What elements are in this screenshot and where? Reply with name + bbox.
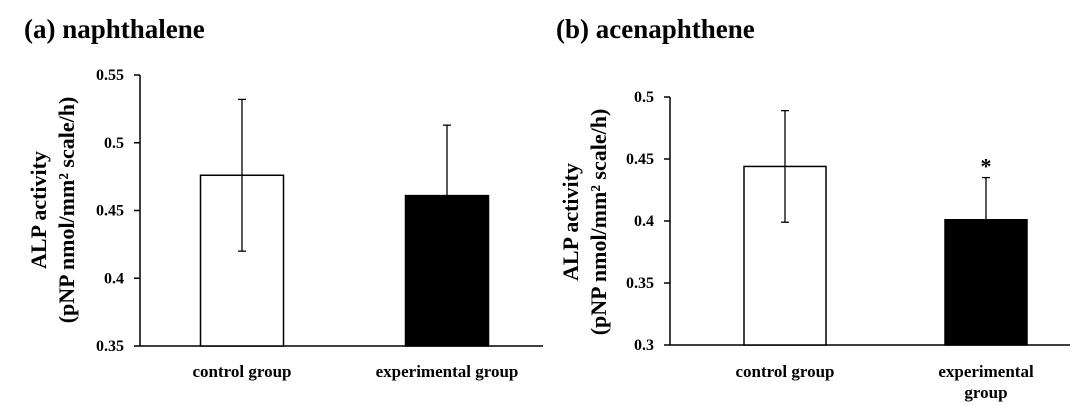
y-tick-label: 0.5 (104, 135, 124, 152)
y-tick-label: 0.45 (626, 151, 654, 168)
chart-plot: 0.35 0.4 0.45 0.5 0.55 control group experimen… (26, 67, 543, 381)
chart-panel-a: (a) naphthalene 0.35 0.4 0.45 0.5 0.55 contro… (24, 14, 543, 381)
y-tick-label: 0.45 (96, 203, 124, 220)
chart-title: (a) naphthalene (24, 14, 205, 44)
y-tick-label: 0.55 (96, 67, 124, 84)
y-tick-label: 0.4 (634, 213, 654, 230)
y-axis-title: ALP activity (pNP nmol/mm² scale/h) (26, 97, 79, 324)
y-axis-title: ALP activity (pNP nmol/mm² scale/h) (558, 109, 611, 336)
chart-panel-b: (b) acenaphthene 0.3 0.35 0.4 0.45 0.5 * contr… (545, 0, 1072, 405)
y-axis-title-line: ALP activity (558, 163, 583, 281)
significance-marker: * (981, 154, 992, 179)
y-tick-label: 0.35 (96, 338, 124, 355)
x-category-label: experimental group (376, 362, 519, 381)
y-tick-label: 0.5 (634, 89, 654, 106)
chart-plot: 0.3 0.35 0.4 0.45 0.5 * control group experimen… (558, 89, 1070, 402)
x-category-label: control group (192, 362, 291, 381)
bar (743, 165, 827, 346)
bar (404, 194, 490, 347)
y-tick-label: 0.4 (104, 270, 124, 287)
x-category-label: control group (735, 362, 834, 381)
y-axis-title-line: (pNP nmol/mm² scale/h) (54, 97, 79, 324)
x-category-label: experimental group (938, 362, 1034, 402)
y-axis-title-line: (pNP nmol/mm² scale/h) (586, 109, 611, 336)
y-tick-label: 0.3 (634, 337, 654, 354)
y-axis-title-line: ALP activity (26, 151, 51, 269)
chart-title: (b) acenaphthene (556, 14, 755, 44)
y-tick-label: 0.35 (626, 275, 654, 292)
